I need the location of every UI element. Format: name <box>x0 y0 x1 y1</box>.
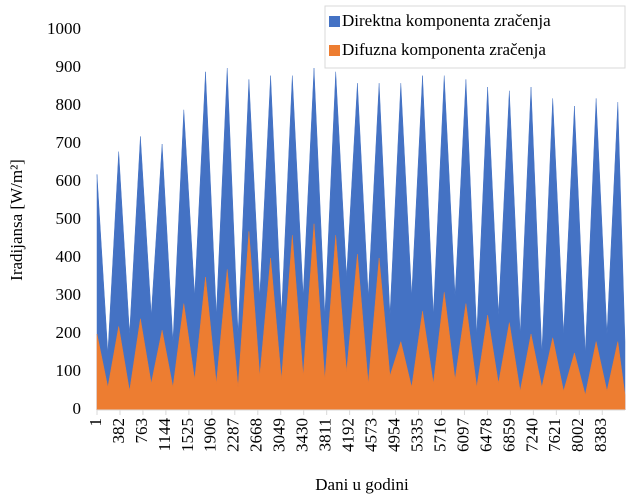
y-tick-label: 700 <box>56 133 82 152</box>
x-tick-label: 7621 <box>545 418 564 452</box>
legend-swatch <box>329 16 340 27</box>
y-tick-label: 300 <box>56 285 82 304</box>
y-tick-label: 0 <box>73 399 82 418</box>
legend-label: Direktna komponenta zračenja <box>342 11 551 30</box>
area <box>96 223 626 411</box>
y-tick-label: 1000 <box>47 19 81 38</box>
x-tick-label: 8383 <box>591 418 610 452</box>
y-tick-label: 600 <box>56 171 82 190</box>
legend-swatch <box>329 45 340 56</box>
x-tick-label: 2287 <box>224 418 243 453</box>
legend-label: Difuzna komponenta zračenja <box>342 40 546 59</box>
x-tick-label: 3811 <box>316 418 335 451</box>
x-tick-label: 6097 <box>453 418 472 453</box>
x-tick-label: 1 <box>86 418 105 427</box>
x-tick-label: 4954 <box>384 418 403 453</box>
x-tick-label: 5335 <box>407 418 426 452</box>
x-tick-label: 4573 <box>362 418 381 452</box>
x-tick-label: 1144 <box>155 418 174 452</box>
x-tick-label: 6478 <box>476 418 495 452</box>
y-tick-label: 900 <box>56 57 82 76</box>
x-tick-label: 2668 <box>247 418 266 452</box>
y-tick-label: 100 <box>56 361 82 380</box>
x-tick-label: 763 <box>132 418 151 444</box>
x-tick-label: 7240 <box>522 418 541 452</box>
x-tick-label: 4192 <box>339 418 358 452</box>
x-tick-label: 3049 <box>270 418 289 452</box>
x-tick-label: 8002 <box>568 418 587 452</box>
x-tick-label: 6859 <box>499 418 518 452</box>
y-tick-label: 800 <box>56 95 82 114</box>
x-tick-label: 1906 <box>201 418 220 452</box>
x-tick-label: 5716 <box>430 418 449 452</box>
x-axis-label: Dani u godini <box>315 475 409 494</box>
y-tick-label: 200 <box>56 323 82 342</box>
y-tick-label: 500 <box>56 209 82 228</box>
x-tick-label: 1525 <box>178 418 197 452</box>
y-tick-label: 400 <box>56 247 82 266</box>
y-axis-label: Iradijansa [W/m²] <box>7 159 26 281</box>
x-tick-label: 3430 <box>293 418 312 452</box>
x-tick-label: 382 <box>109 418 128 444</box>
legend-box <box>324 5 626 69</box>
